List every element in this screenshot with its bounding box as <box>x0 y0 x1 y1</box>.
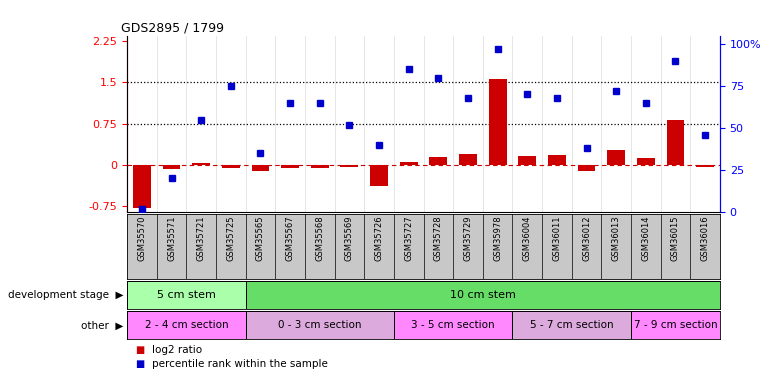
Bar <box>513 311 631 339</box>
Bar <box>127 281 246 309</box>
Bar <box>127 311 246 339</box>
Text: GSM35565: GSM35565 <box>256 216 265 261</box>
Text: GSM35567: GSM35567 <box>286 216 295 261</box>
Bar <box>340 165 358 167</box>
Text: 0 - 3 cm section: 0 - 3 cm section <box>278 320 361 330</box>
Bar <box>162 165 180 169</box>
Bar <box>192 163 210 165</box>
Bar <box>548 154 566 165</box>
Bar <box>127 281 246 309</box>
Text: GSM35728: GSM35728 <box>434 216 443 261</box>
Bar <box>394 311 513 339</box>
Bar <box>578 165 595 171</box>
Text: 3 - 5 cm section: 3 - 5 cm section <box>411 320 495 330</box>
Text: GSM35978: GSM35978 <box>493 216 502 261</box>
Text: 7 - 9 cm section: 7 - 9 cm section <box>634 320 718 330</box>
Text: log2 ratio: log2 ratio <box>152 345 202 355</box>
Bar <box>246 311 394 339</box>
Text: GSM35727: GSM35727 <box>404 216 413 261</box>
Text: 10 cm stem: 10 cm stem <box>450 290 516 300</box>
Bar <box>631 311 720 339</box>
Bar <box>246 311 394 339</box>
Bar <box>608 150 625 165</box>
Text: GSM36014: GSM36014 <box>641 216 651 261</box>
Bar <box>246 281 720 309</box>
Text: GSM35569: GSM35569 <box>345 216 354 261</box>
Text: GSM35570: GSM35570 <box>137 216 146 261</box>
Bar <box>222 165 239 168</box>
Text: 2 - 4 cm section: 2 - 4 cm section <box>145 320 228 330</box>
Text: ■: ■ <box>135 359 144 369</box>
Bar <box>430 157 447 165</box>
Bar <box>127 311 246 339</box>
Text: GSM35568: GSM35568 <box>315 216 324 261</box>
Text: GSM36015: GSM36015 <box>671 216 680 261</box>
Bar <box>667 120 685 165</box>
Text: GSM36011: GSM36011 <box>552 216 561 261</box>
Bar <box>489 79 507 165</box>
Text: GSM35571: GSM35571 <box>167 216 176 261</box>
Bar <box>637 159 654 165</box>
Bar <box>311 165 329 168</box>
Bar <box>133 165 151 208</box>
Text: 5 - 7 cm section: 5 - 7 cm section <box>530 320 614 330</box>
Text: 5 cm stem: 5 cm stem <box>157 290 216 300</box>
Bar <box>252 165 270 171</box>
Text: GSM35725: GSM35725 <box>226 216 236 261</box>
Text: GSM36016: GSM36016 <box>701 216 710 261</box>
Bar <box>246 281 720 309</box>
Bar <box>459 154 477 165</box>
Text: other  ▶: other ▶ <box>81 320 123 330</box>
Bar <box>370 165 388 186</box>
Text: GSM36012: GSM36012 <box>582 216 591 261</box>
Text: GSM36004: GSM36004 <box>523 216 532 261</box>
Text: GSM35729: GSM35729 <box>464 216 473 261</box>
Text: GSM36013: GSM36013 <box>611 216 621 261</box>
Text: GDS2895 / 1799: GDS2895 / 1799 <box>121 21 224 34</box>
Bar <box>518 156 536 165</box>
Bar <box>394 311 513 339</box>
Bar <box>400 162 417 165</box>
Text: development stage  ▶: development stage ▶ <box>8 290 123 300</box>
Bar <box>696 165 714 167</box>
Bar <box>281 165 299 168</box>
Text: GSM35726: GSM35726 <box>374 216 383 261</box>
Bar <box>631 311 720 339</box>
Text: GSM35721: GSM35721 <box>196 216 206 261</box>
Bar <box>513 311 631 339</box>
Text: percentile rank within the sample: percentile rank within the sample <box>152 359 327 369</box>
Text: ■: ■ <box>135 345 144 355</box>
